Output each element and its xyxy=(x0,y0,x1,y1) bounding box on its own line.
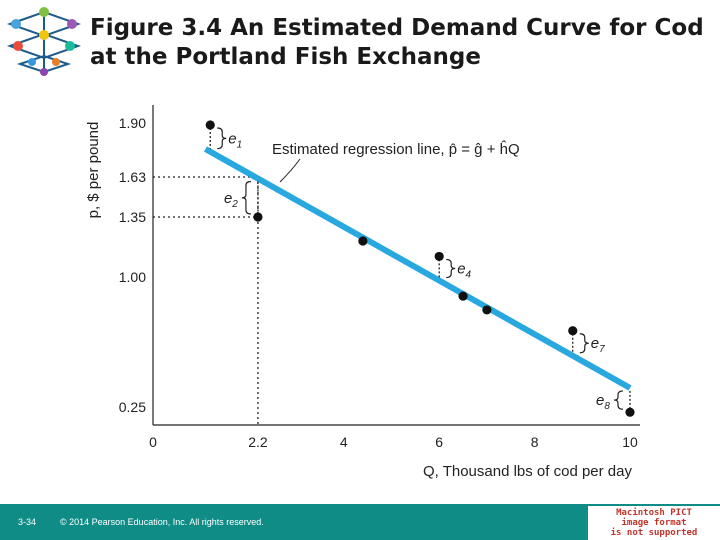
residual-label: e1 xyxy=(228,130,242,150)
y-tick-label: 1.90 xyxy=(119,115,146,131)
residual-subscript: 2 xyxy=(231,199,238,210)
y-tick-labels: 0.25 1.00 1.35 1.63 1.90 xyxy=(119,115,146,415)
x-tick-labels: 0 2.2 4 6 8 10 xyxy=(149,434,638,450)
x-axis-label: Q, Thousand lbs of cod per day xyxy=(423,463,633,480)
residual-subscript: 8 xyxy=(604,401,610,412)
y-tick-label: 1.00 xyxy=(119,269,146,285)
data-point xyxy=(482,305,492,315)
x-tick-label: 4 xyxy=(340,434,348,450)
residual-subscript: 1 xyxy=(237,139,243,150)
x-tick-label: 6 xyxy=(435,434,443,450)
axis-labels: Q, Thousand lbs of cod per day p, $ per p… xyxy=(85,122,632,480)
slide-number: 3-34 xyxy=(18,517,37,527)
residual-brace xyxy=(217,127,227,150)
reference-lines xyxy=(153,176,259,425)
residual-label: e7 xyxy=(591,335,605,355)
slide-title: Figure 3.4 An Estimated Demand Curve for… xyxy=(90,15,704,70)
pict-notice-line: is not supported xyxy=(610,528,698,538)
x-tick-label: 8 xyxy=(531,434,539,450)
regression-line-group: Estimated regression line, p̂ = ĝ + ĥQ xyxy=(203,140,632,391)
y-axis-label: p, $ per pound xyxy=(85,122,102,219)
data-points xyxy=(205,120,635,417)
data-point xyxy=(358,236,368,246)
demand-chart: 0.25 1.00 1.35 1.63 1.90 0 2.2 4 6 8 10 Estimated… xyxy=(85,105,640,480)
x-tick-label: 0 xyxy=(149,434,157,450)
pict-notice-line: Macintosh PICT xyxy=(616,508,692,518)
residual-subscript: 7 xyxy=(599,344,605,355)
y-tick-label: 1.35 xyxy=(119,209,146,225)
regression-annotation: Estimated regression line, p̂ = ĝ + ĥQ xyxy=(272,140,520,158)
regression-line xyxy=(203,146,632,391)
data-point xyxy=(434,251,444,262)
y-tick-label: 1.63 xyxy=(119,169,146,185)
data-point xyxy=(625,407,635,417)
data-point xyxy=(458,291,468,301)
annotation-leader xyxy=(279,158,301,183)
footer-bar: 3-34 © 2014 Pearson Education, Inc. All … xyxy=(0,504,720,540)
residual-subscript: 4 xyxy=(466,269,472,280)
x-tick-label: 2.2 xyxy=(248,434,268,450)
residual-brace xyxy=(579,333,589,354)
data-point xyxy=(205,120,215,130)
residual-label: e2 xyxy=(224,190,238,210)
residual-brace xyxy=(446,258,456,279)
copyright-notice: © 2014 Pearson Education, Inc. All right… xyxy=(60,517,264,527)
residual-label: e4 xyxy=(457,260,471,280)
residual-brace xyxy=(241,180,251,215)
residual-brace xyxy=(613,390,624,410)
pict-notice-line: image format xyxy=(621,518,687,528)
molecule-logo-icon xyxy=(6,7,82,76)
x-tick-label: 10 xyxy=(622,434,638,450)
y-tick-label: 0.25 xyxy=(119,399,146,415)
data-point xyxy=(568,326,578,336)
pict-unsupported-notice: Macintosh PICT image format is not suppo… xyxy=(588,506,720,540)
residual-label: e8 xyxy=(596,392,610,412)
chart-axes xyxy=(152,105,640,426)
data-point xyxy=(253,212,263,222)
